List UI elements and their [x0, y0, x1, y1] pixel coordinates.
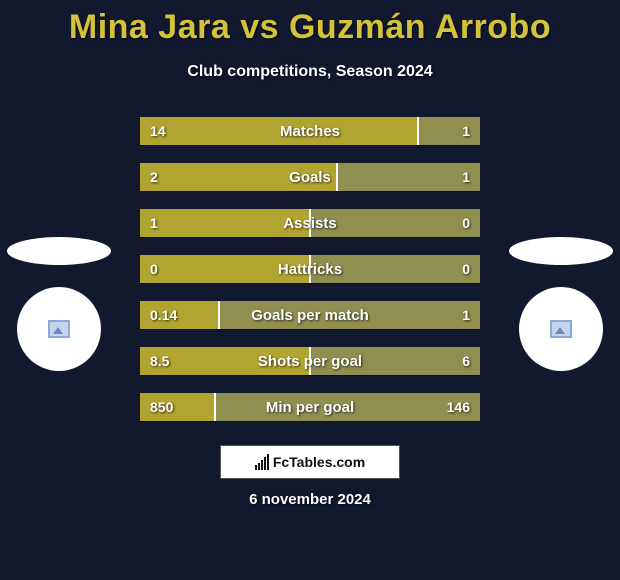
stat-label: Matches: [140, 117, 480, 145]
player-left-badges: [4, 237, 114, 371]
player-right-badges: [506, 237, 616, 371]
image-placeholder-icon: [48, 320, 70, 338]
stat-bar: 0.141Goals per match: [140, 301, 480, 329]
avatar-left: [17, 287, 101, 371]
bar-chart-icon: [255, 454, 269, 470]
comparison-content: 141Matches 21Goals 10Assists 00Hattricks 0.1…: [0, 117, 620, 508]
avatar-right: [519, 287, 603, 371]
stat-bar: 00Hattricks: [140, 255, 480, 283]
snapshot-date: 6 november 2024: [0, 491, 620, 508]
source-logo-text: FcTables.com: [273, 454, 365, 470]
page-title: Mina Jara vs Guzmán Arrobo: [0, 0, 620, 47]
stat-label: Shots per goal: [140, 347, 480, 375]
stat-label: Hattricks: [140, 255, 480, 283]
stat-bar: 8.56Shots per goal: [140, 347, 480, 375]
stat-label: Assists: [140, 209, 480, 237]
source-logo: FcTables.com: [220, 445, 400, 479]
stat-label: Min per goal: [140, 393, 480, 421]
stat-bar: 850146Min per goal: [140, 393, 480, 421]
image-placeholder-icon: [550, 320, 572, 338]
stat-bars: 141Matches 21Goals 10Assists 00Hattricks 0.1…: [140, 117, 480, 421]
stat-label: Goals per match: [140, 301, 480, 329]
stat-bar: 21Goals: [140, 163, 480, 191]
page-subtitle: Club competitions, Season 2024: [0, 63, 620, 81]
flag-placeholder-right: [509, 237, 613, 265]
stat-label: Goals: [140, 163, 480, 191]
stat-bar: 141Matches: [140, 117, 480, 145]
stat-bar: 10Assists: [140, 209, 480, 237]
flag-placeholder-left: [7, 237, 111, 265]
